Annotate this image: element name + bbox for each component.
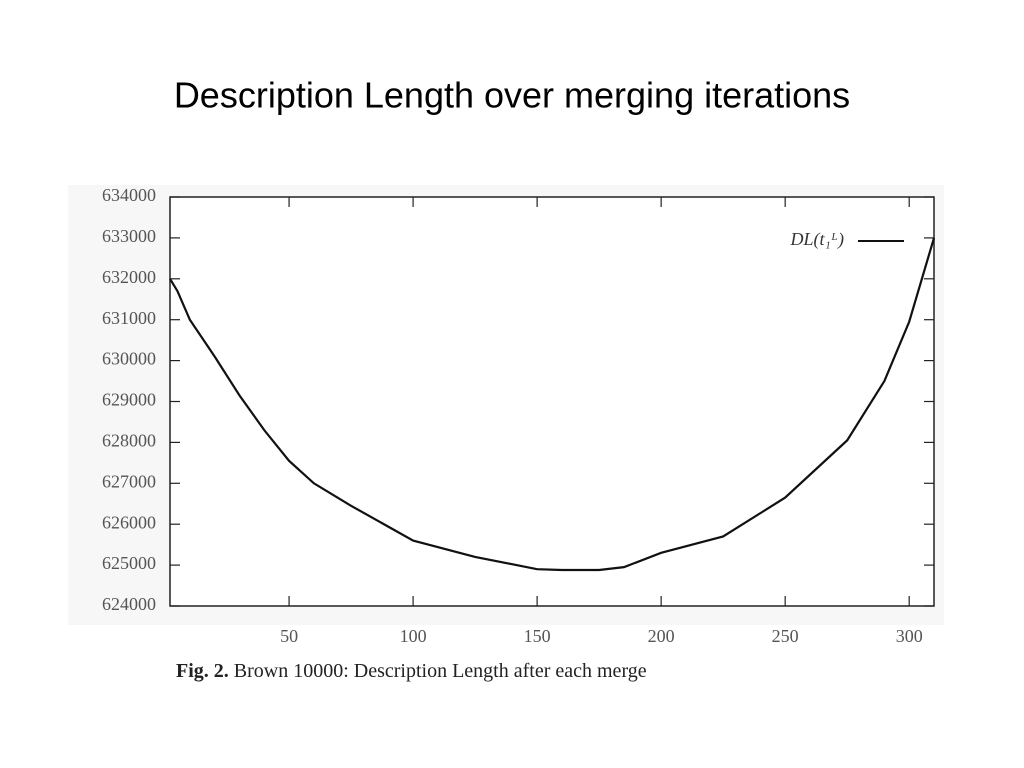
plot-frame (169, 196, 935, 607)
legend-label: DL(t₁ᴸ) (790, 229, 844, 250)
figure-caption: Fig. 2. Brown 10000: Description Length … (176, 660, 647, 682)
data-line (169, 237, 936, 572)
y-tick-label: 624000 (102, 594, 156, 614)
y-tick-label: 632000 (102, 267, 156, 287)
y-tick-label: 628000 (102, 431, 156, 451)
y-tick-label: 625000 (102, 553, 156, 573)
x-tick-label: 100 (400, 626, 427, 646)
x-tick-label: 150 (524, 626, 551, 646)
slide-title: Description Length over merging iteratio… (174, 75, 850, 116)
caption-label: Fig. 2. (176, 660, 229, 682)
y-tick-label: 626000 (102, 512, 156, 532)
x-tick-label: 250 (772, 626, 799, 646)
x-tick-label: 50 (280, 626, 298, 646)
x-tick-label: 300 (896, 626, 923, 646)
y-tick-label: 634000 (102, 185, 156, 205)
y-tick-label: 633000 (102, 226, 156, 246)
y-tick-label: 630000 (102, 349, 156, 369)
y-tick-label: 627000 (102, 471, 156, 491)
caption-text: Brown 10000: Description Length after ea… (234, 660, 647, 682)
y-tick-label: 629000 (102, 390, 156, 410)
x-tick-label: 200 (648, 626, 675, 646)
y-tick-label: 631000 (102, 308, 156, 328)
